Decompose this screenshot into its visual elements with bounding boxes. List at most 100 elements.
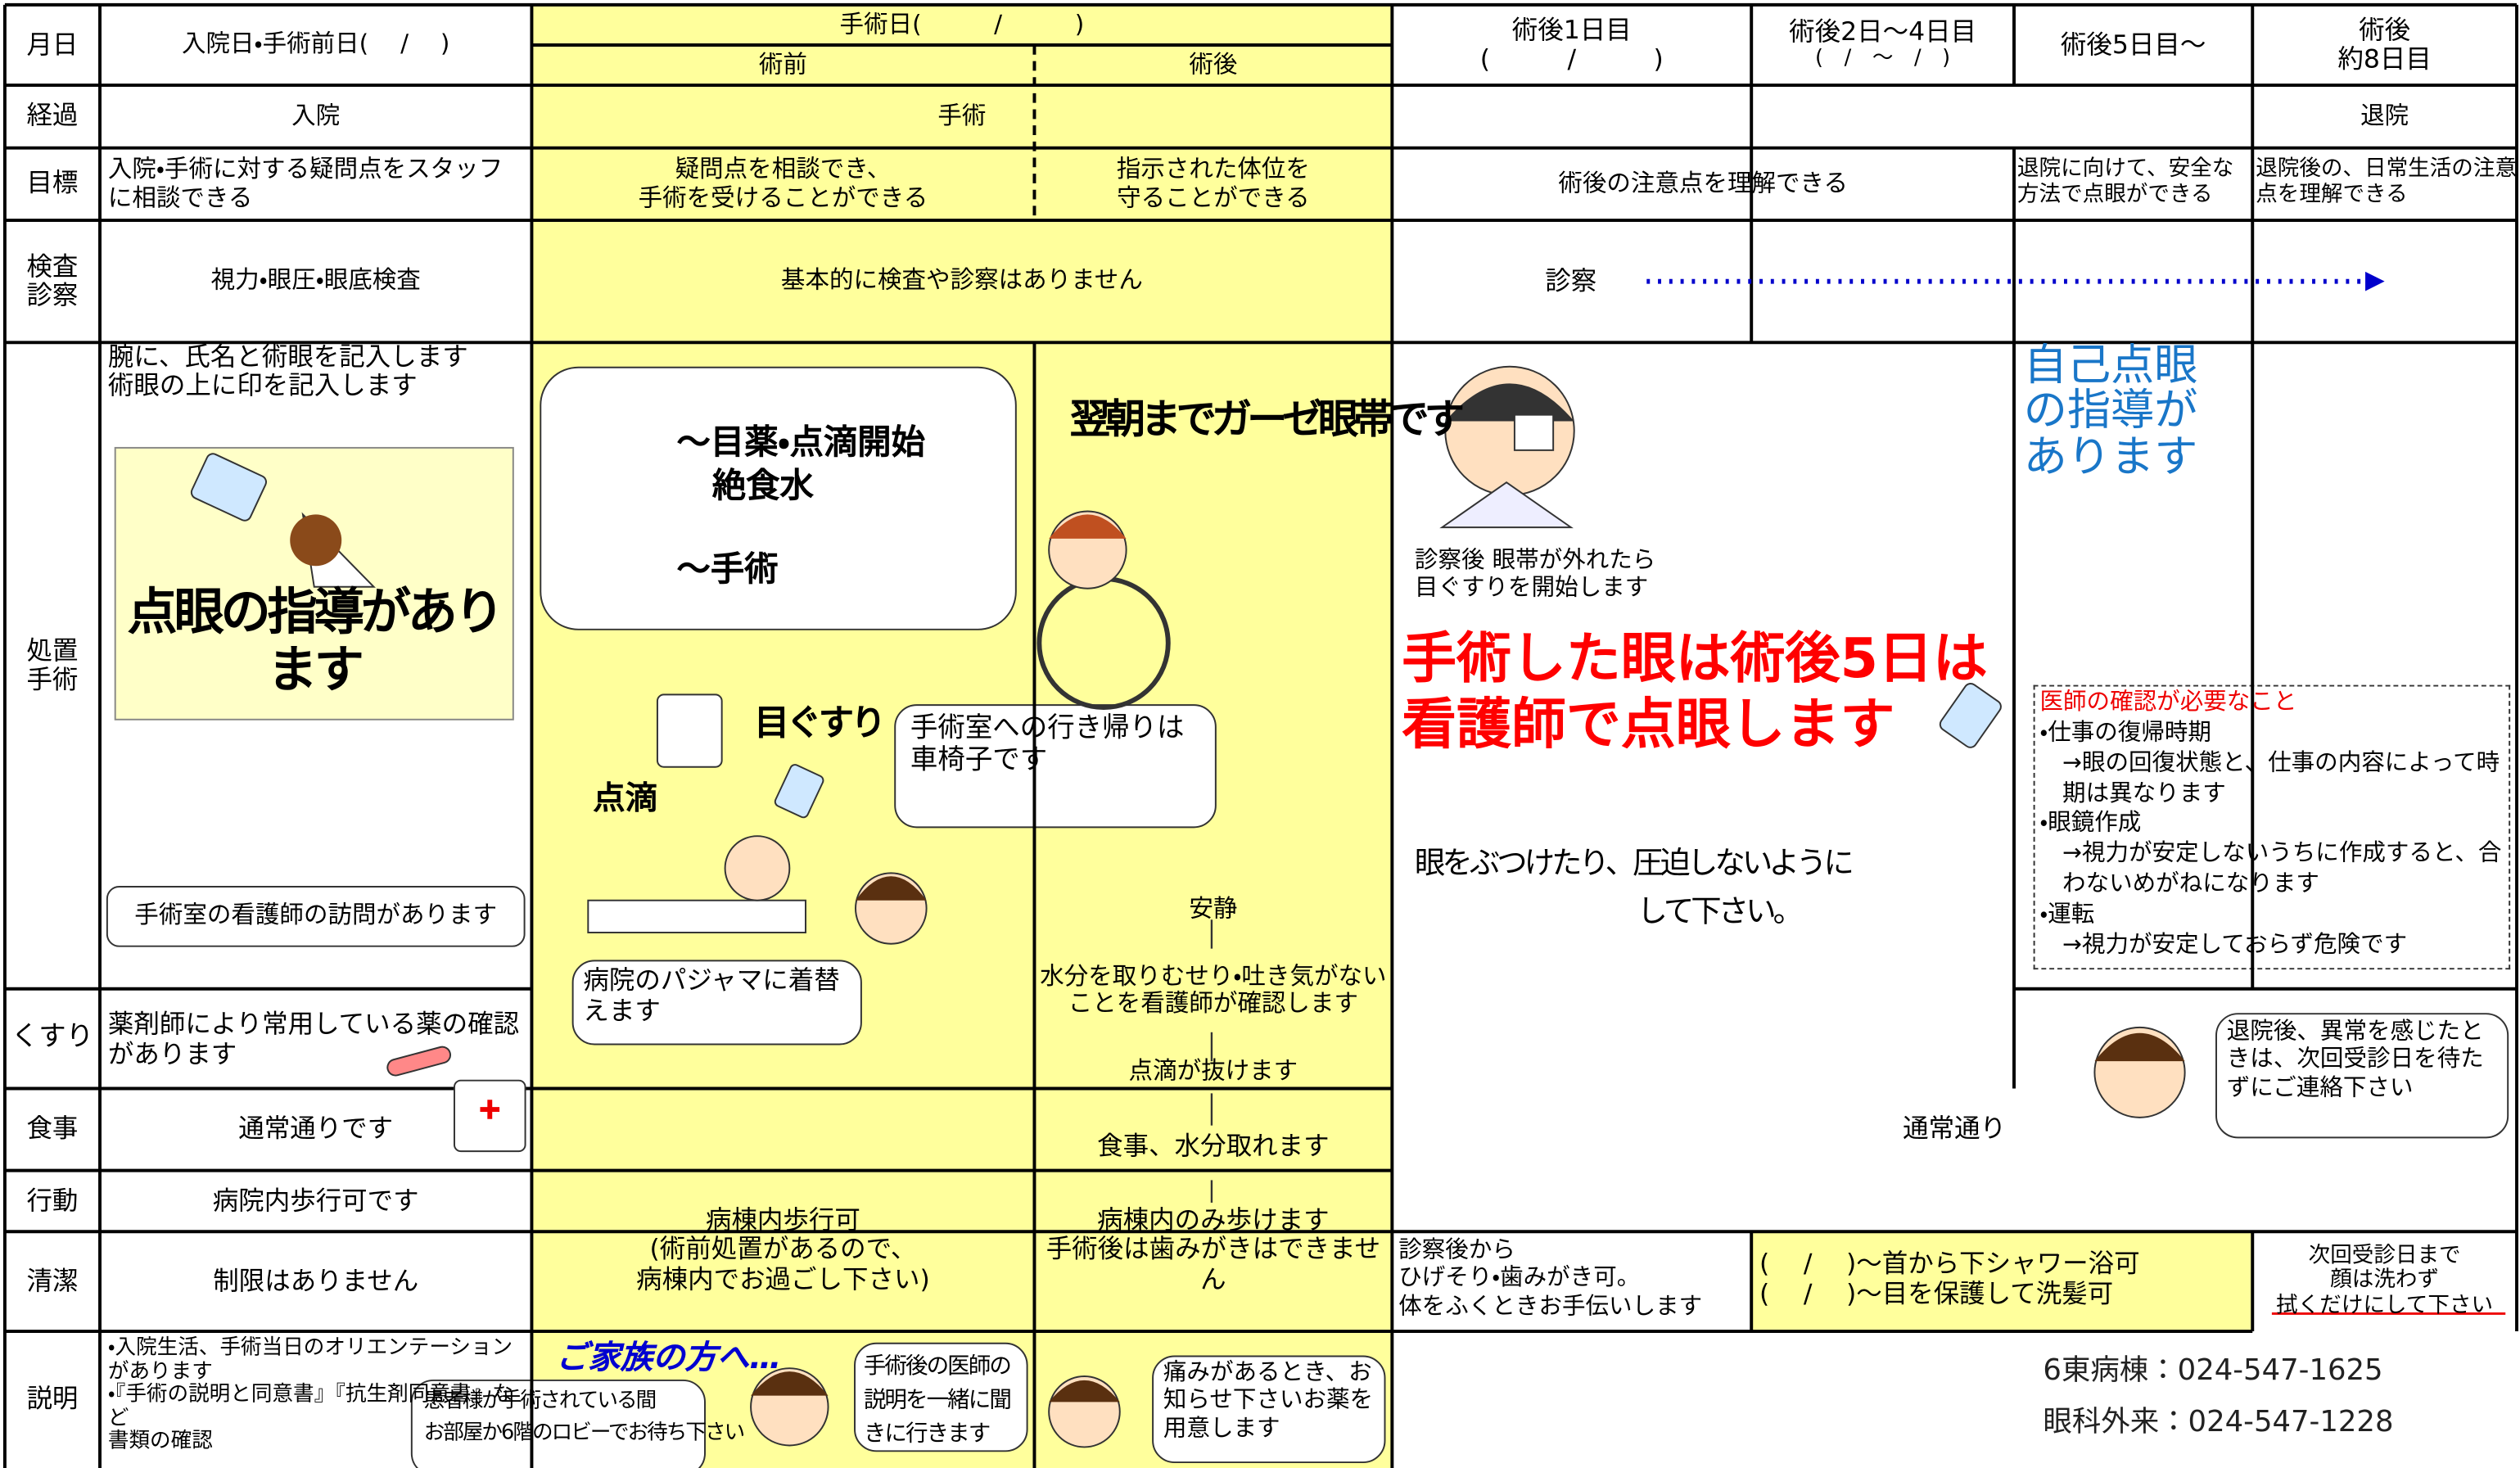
text: 術眼の上に印を記入します — [107, 370, 418, 401]
cell: 病院内歩行可です — [212, 1184, 419, 1216]
text: 眼をぶつけたり、圧迫しないように — [1414, 845, 1854, 882]
text: 疑問点を相談でき、 — [675, 155, 892, 184]
cell: ・入院生活、手術当日のオリエンテーションがあります ・『手術の説明と同意書』『抗生… — [107, 1335, 531, 1455]
cell: 疑問点を相談でき、 手術を受けることができる — [531, 148, 1034, 220]
row-label: 食事 — [26, 1113, 79, 1144]
step: 水分を取りむせり・吐き気がないことを看護師が確認します — [1040, 960, 1387, 1019]
bubble-text: 手術後の医師の説明を一緒に聞きに行きます — [863, 1353, 1012, 1448]
cell: 食事、水分取れます — [1097, 1130, 1330, 1161]
bubble — [540, 366, 1017, 630]
text: (術前処置があるので、 — [649, 1233, 917, 1265]
row-label: 目標 — [26, 167, 79, 199]
item: →視力が安定しておらず危険です — [2062, 932, 2408, 958]
text: ( / 〜 / ) — [1815, 46, 1951, 70]
row-label: 清潔 — [26, 1265, 79, 1296]
text: して下さい。 — [1637, 894, 1804, 930]
text: 〜手術 — [676, 549, 779, 588]
label: ご家族の方へ… — [555, 1337, 782, 1377]
cell: 手術 — [937, 101, 987, 130]
item: ・仕事の復帰時期 — [2039, 720, 2211, 746]
text: 診察後 眼帯が外れたら — [1414, 548, 1656, 575]
title: 医師の確認が必要なこと — [2039, 689, 2297, 716]
text: 腕に、氏名と術眼を記入します — [107, 341, 468, 372]
bubble-text: 痛みがあるとき、お知らせ下さいお薬を用意します — [1163, 1360, 1374, 1443]
doctor-box-text: 医師の確認が必要なこと ・仕事の復帰時期 →眼の回復状態と、仕事の内容によって時… — [2039, 689, 2507, 961]
row-label: 経過 — [26, 100, 79, 131]
cell: 次回受診日まで 顔は洗わず 拭くだけにして下さい — [2252, 1238, 2517, 1325]
cell: 入院・手術に対する疑問点をスタッフに相談できる — [107, 154, 504, 213]
shower-bg — [1751, 1231, 2253, 1332]
text: 診察後から — [1398, 1238, 1515, 1264]
step: 点滴が抜けます — [1128, 1056, 1298, 1086]
label: 点滴 — [593, 778, 657, 817]
text: 拭くだけにして下さい — [2276, 1292, 2494, 1318]
cell: 病棟内のみ歩けます 手術後は歯みがきはできません — [1034, 1198, 1392, 1303]
step: 安静 — [1189, 894, 1238, 924]
bubble — [854, 1342, 1028, 1452]
text: お部屋か6階のロビーでお待ち下さい — [423, 1421, 746, 1445]
item: ・運転 — [2039, 901, 2095, 928]
header-cell: 術後5日目〜 — [2060, 28, 2206, 60]
text: 術後1日目 — [1511, 13, 1632, 45]
cell: 通常通り — [1903, 1113, 2007, 1144]
row-label: くすり — [11, 1021, 94, 1054]
text: 書類の確認 — [107, 1430, 213, 1454]
text: 絶食水 — [711, 467, 814, 506]
sticky-note — [114, 446, 514, 720]
cell: 病棟内歩行可 (術前処置があるので、 病棟内でお過ごし下さい) — [531, 1198, 1034, 1303]
row-label: 検査 診察 — [5, 220, 100, 342]
emphasis: 自己点眼の指導があります — [2023, 341, 2198, 482]
text: 術後 — [2359, 13, 2411, 45]
cell: 制限はありません — [213, 1265, 419, 1296]
text: 処置 — [26, 634, 79, 666]
bubble-text: 〜目薬・点滴開始 絶食水 〜手術 — [677, 422, 925, 592]
text: ・入院生活、手術当日のオリエンテーションがあります — [107, 1335, 513, 1384]
label: 翌朝までガーゼ眼帯です — [1069, 395, 1465, 443]
bubble — [894, 704, 1217, 829]
text: 病棟内歩行可 — [705, 1204, 860, 1235]
text: 病棟内でお過ごし下さい) — [636, 1262, 930, 1294]
row-label: 説明 — [26, 1383, 79, 1414]
doctor-box — [2033, 684, 2511, 970]
phone: 眼科外来：024-547-1228 — [2043, 1405, 2394, 1439]
text: ・『手術の説明と同意書』『抗生剤同意書』など — [107, 1383, 513, 1431]
text: 手術を受けることができる — [638, 182, 928, 212]
cell: 退院 — [2360, 101, 2409, 130]
text: 病棟内のみ歩けます — [1097, 1204, 1330, 1235]
text: 手術後は歯みがきはできません — [1045, 1233, 1381, 1294]
text: 体をふくときお手伝いします — [1398, 1294, 1703, 1320]
cell: 基本的に検査や診察はありません — [780, 265, 1143, 296]
item: →眼の回復状態と、仕事の内容によって時期は異なります — [2062, 750, 2500, 806]
text: ( / ) — [1479, 43, 1664, 75]
phone: 6東病棟：024-547-1625 — [2043, 1353, 2383, 1388]
text: ( / )〜首から下シャワー浴可 — [1759, 1247, 2140, 1279]
label: 目ぐすり — [754, 704, 886, 745]
cell: 退院に向けて、安全な方法で点眼ができる — [2016, 156, 2234, 208]
bubble-text: 患者様が手術されている間 お部屋か6階のロビーでお待ち下さい — [423, 1386, 746, 1449]
cell: 通常通りです — [238, 1113, 394, 1144]
row-label: 行動 — [26, 1184, 79, 1216]
bubble — [1152, 1355, 1386, 1464]
text: 手術 — [26, 664, 79, 695]
text: 守ることができる — [1117, 182, 1310, 212]
cell: 診察後から ひげそり・歯みがき可。 体をふくときお手伝いします — [1398, 1238, 1750, 1321]
text: 診察 — [26, 279, 79, 311]
header-cell: 術後1日目( / ) — [1392, 5, 1751, 85]
row-label: 処置 手術 — [5, 342, 100, 988]
bubble-text: 手術室への行き帰りは車椅子です — [910, 711, 1185, 778]
text: 術後2日〜4日目 — [1789, 16, 1977, 47]
bubble-text: 退院後、異常を感じたときは、次回受診日を待たずにご連絡下さい — [2226, 1019, 2484, 1101]
cell: 指示された体位を 守ることができる — [1034, 148, 1392, 220]
note-text: 点眼の指導があります — [127, 584, 504, 700]
cell: 薬剤師により常用している薬の確認があります — [107, 1008, 520, 1070]
header-cell: 術後 — [1189, 49, 1238, 79]
header-cell: 入院日・手術前日( / ) — [181, 29, 450, 59]
cell: 診察 — [1545, 264, 1597, 296]
text: 指示された体位を — [1116, 155, 1310, 184]
cell: 手術室の看護師の訪問があります — [134, 901, 498, 930]
cell: 診察後 眼帯が外れたら 目ぐすりを開始します — [1415, 549, 1655, 604]
emphasis: 手術した眼は術後5日は看護師で点眼します — [1402, 626, 1988, 757]
